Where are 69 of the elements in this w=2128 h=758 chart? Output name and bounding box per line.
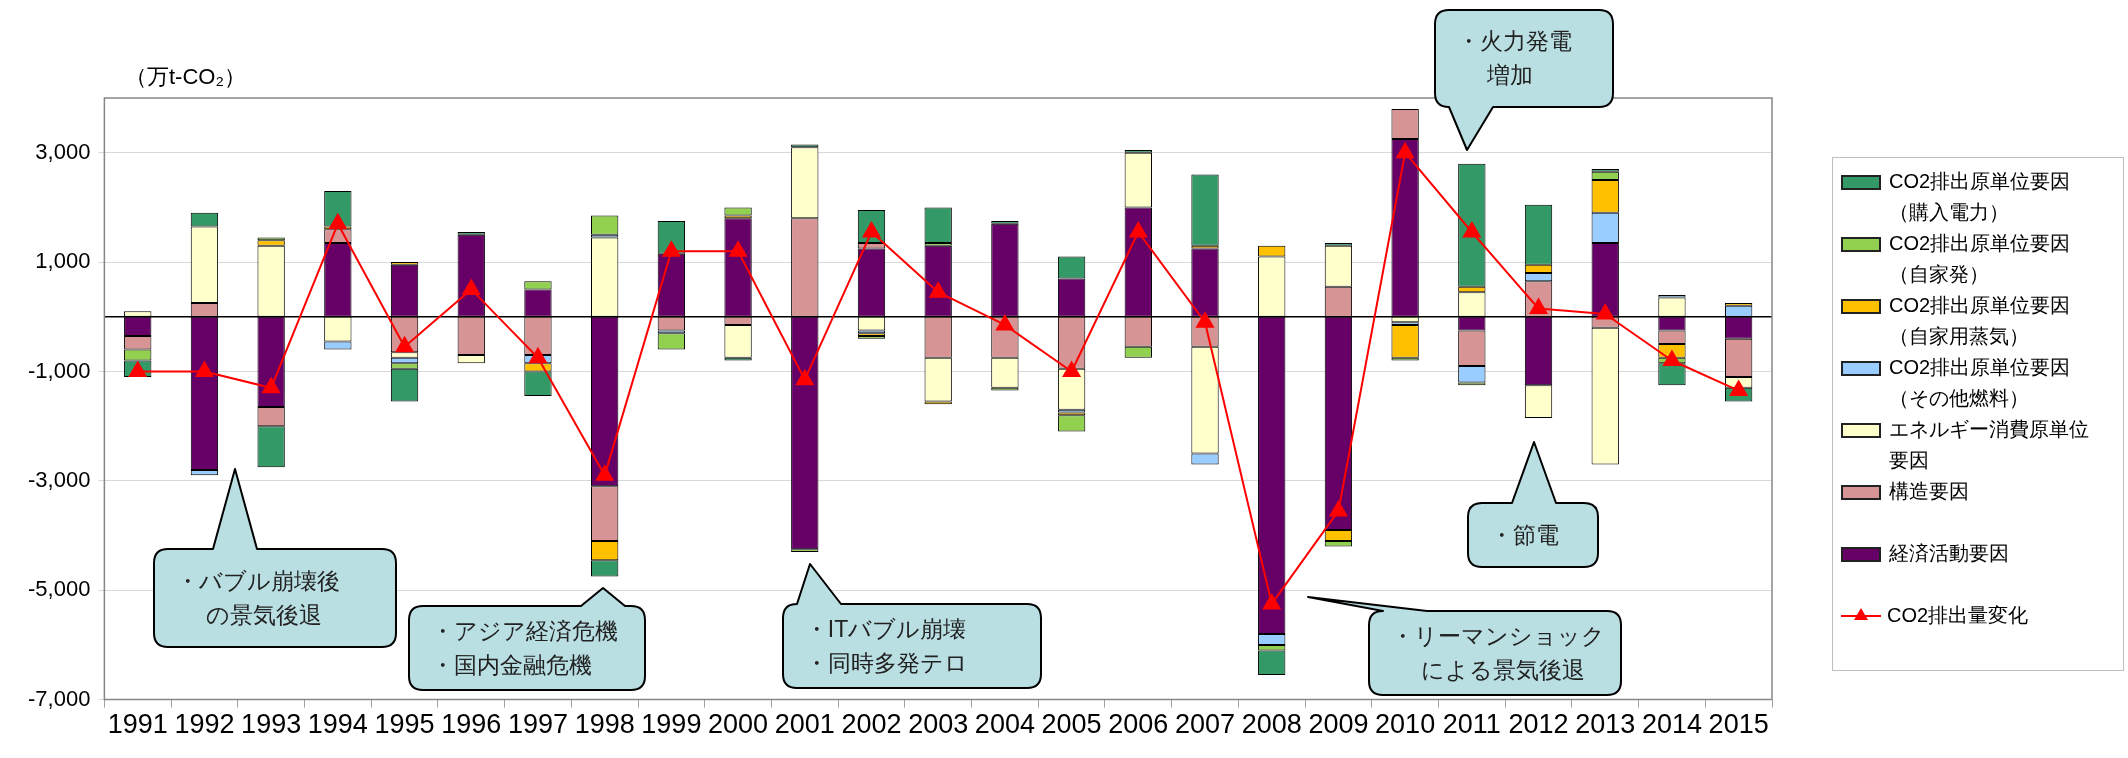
- point: [729, 241, 747, 257]
- point: [795, 369, 814, 386]
- annotation: ・ITバブル崩壊: [804, 615, 968, 645]
- x-tick-label: 2006: [1108, 709, 1169, 740]
- x-tick-label: 2014: [1641, 709, 1702, 740]
- legend-label: CO2排出原単位要因（その他燃料）: [1889, 355, 2072, 411]
- point: [195, 361, 214, 377]
- point: [1396, 142, 1414, 159]
- x-tick-label: 2007: [1174, 709, 1236, 740]
- x-tick-label: 2003: [908, 709, 969, 740]
- point: [1729, 380, 1748, 397]
- point: [1596, 304, 1615, 320]
- x-tick-label: 1995: [374, 709, 435, 740]
- x-tick-label: 1999: [641, 709, 702, 740]
- x-tick-label: 2004: [974, 709, 1035, 740]
- legend-label: CO2排出原単位要因（自家用蒸気）: [1889, 293, 2072, 349]
- point: [595, 465, 614, 481]
- y-tick-label: -5,000: [27, 576, 91, 602]
- x-tick-label: 2012: [1508, 709, 1569, 740]
- point: [1329, 500, 1348, 517]
- point: [662, 241, 681, 257]
- point: [1129, 221, 1148, 238]
- x-tick-label: 2008: [1241, 709, 1302, 740]
- annotation: ・アジア経済危機: [430, 617, 619, 647]
- x-tick-label: 1998: [574, 709, 635, 740]
- point: [996, 314, 1014, 331]
- legend-label: CO2排出原単位要因（購入電力）: [1889, 169, 2072, 225]
- legend-label: CO2排出量変化: [1887, 603, 2030, 628]
- x-tick-label: 2009: [1308, 709, 1369, 740]
- y-tick-label: 3,000: [35, 138, 91, 164]
- x-tick-label: 2013: [1575, 709, 1636, 740]
- x-tick-label: 2001: [774, 709, 835, 740]
- point: [262, 377, 280, 394]
- legend-label: 構造要因: [1889, 479, 1970, 504]
- y-tick-label: -3,000: [27, 466, 91, 492]
- y-axis-title: （万t-CO₂）: [125, 63, 246, 91]
- legend-label: エネルギー消費原単位要因: [1889, 417, 2090, 473]
- x-tick-label: 1994: [307, 709, 368, 740]
- annotation: ・バブル崩壊後の景気後退: [176, 567, 342, 631]
- annotation: ・国内金融危機: [430, 651, 593, 681]
- point: [1196, 312, 1214, 328]
- x-tick-label: 1992: [174, 709, 235, 740]
- annotation: ・同時多発テロ: [804, 649, 969, 679]
- x-tick-label: 1991: [107, 709, 168, 740]
- point: [1262, 593, 1281, 610]
- point: [1663, 350, 1681, 367]
- x-tick-label: 2015: [1708, 709, 1769, 740]
- y-tick-label: -1,000: [27, 357, 91, 383]
- x-tick-label: 2000: [708, 709, 769, 740]
- x-tick-label: 1997: [507, 709, 568, 740]
- point: [1463, 221, 1481, 238]
- x-tick-label: 2002: [841, 709, 902, 740]
- text: ・火力発電増加: [1456, 27, 1573, 91]
- x-tick-label: 2010: [1375, 709, 1436, 740]
- annotation: ・節電: [1489, 521, 1560, 551]
- point: [462, 279, 481, 295]
- x-tick-label: 1996: [441, 709, 502, 740]
- point: [329, 213, 347, 230]
- x-tick-label: 2005: [1041, 709, 1102, 740]
- legend-label: CO2排出原単位要因（自家発）: [1889, 231, 2072, 287]
- y-tick-label: -7,000: [27, 685, 91, 711]
- point: [128, 361, 147, 377]
- x-tick-label: 2011: [1442, 709, 1501, 740]
- x-tick-label: 1993: [241, 709, 302, 740]
- point: [529, 347, 547, 364]
- annotation: ・リーマンショックによる景気後退: [1390, 622, 1606, 686]
- legend-label: 経済活動要因: [1889, 541, 2010, 566]
- point: [1062, 361, 1081, 377]
- y-tick-label: 1,000: [35, 248, 91, 274]
